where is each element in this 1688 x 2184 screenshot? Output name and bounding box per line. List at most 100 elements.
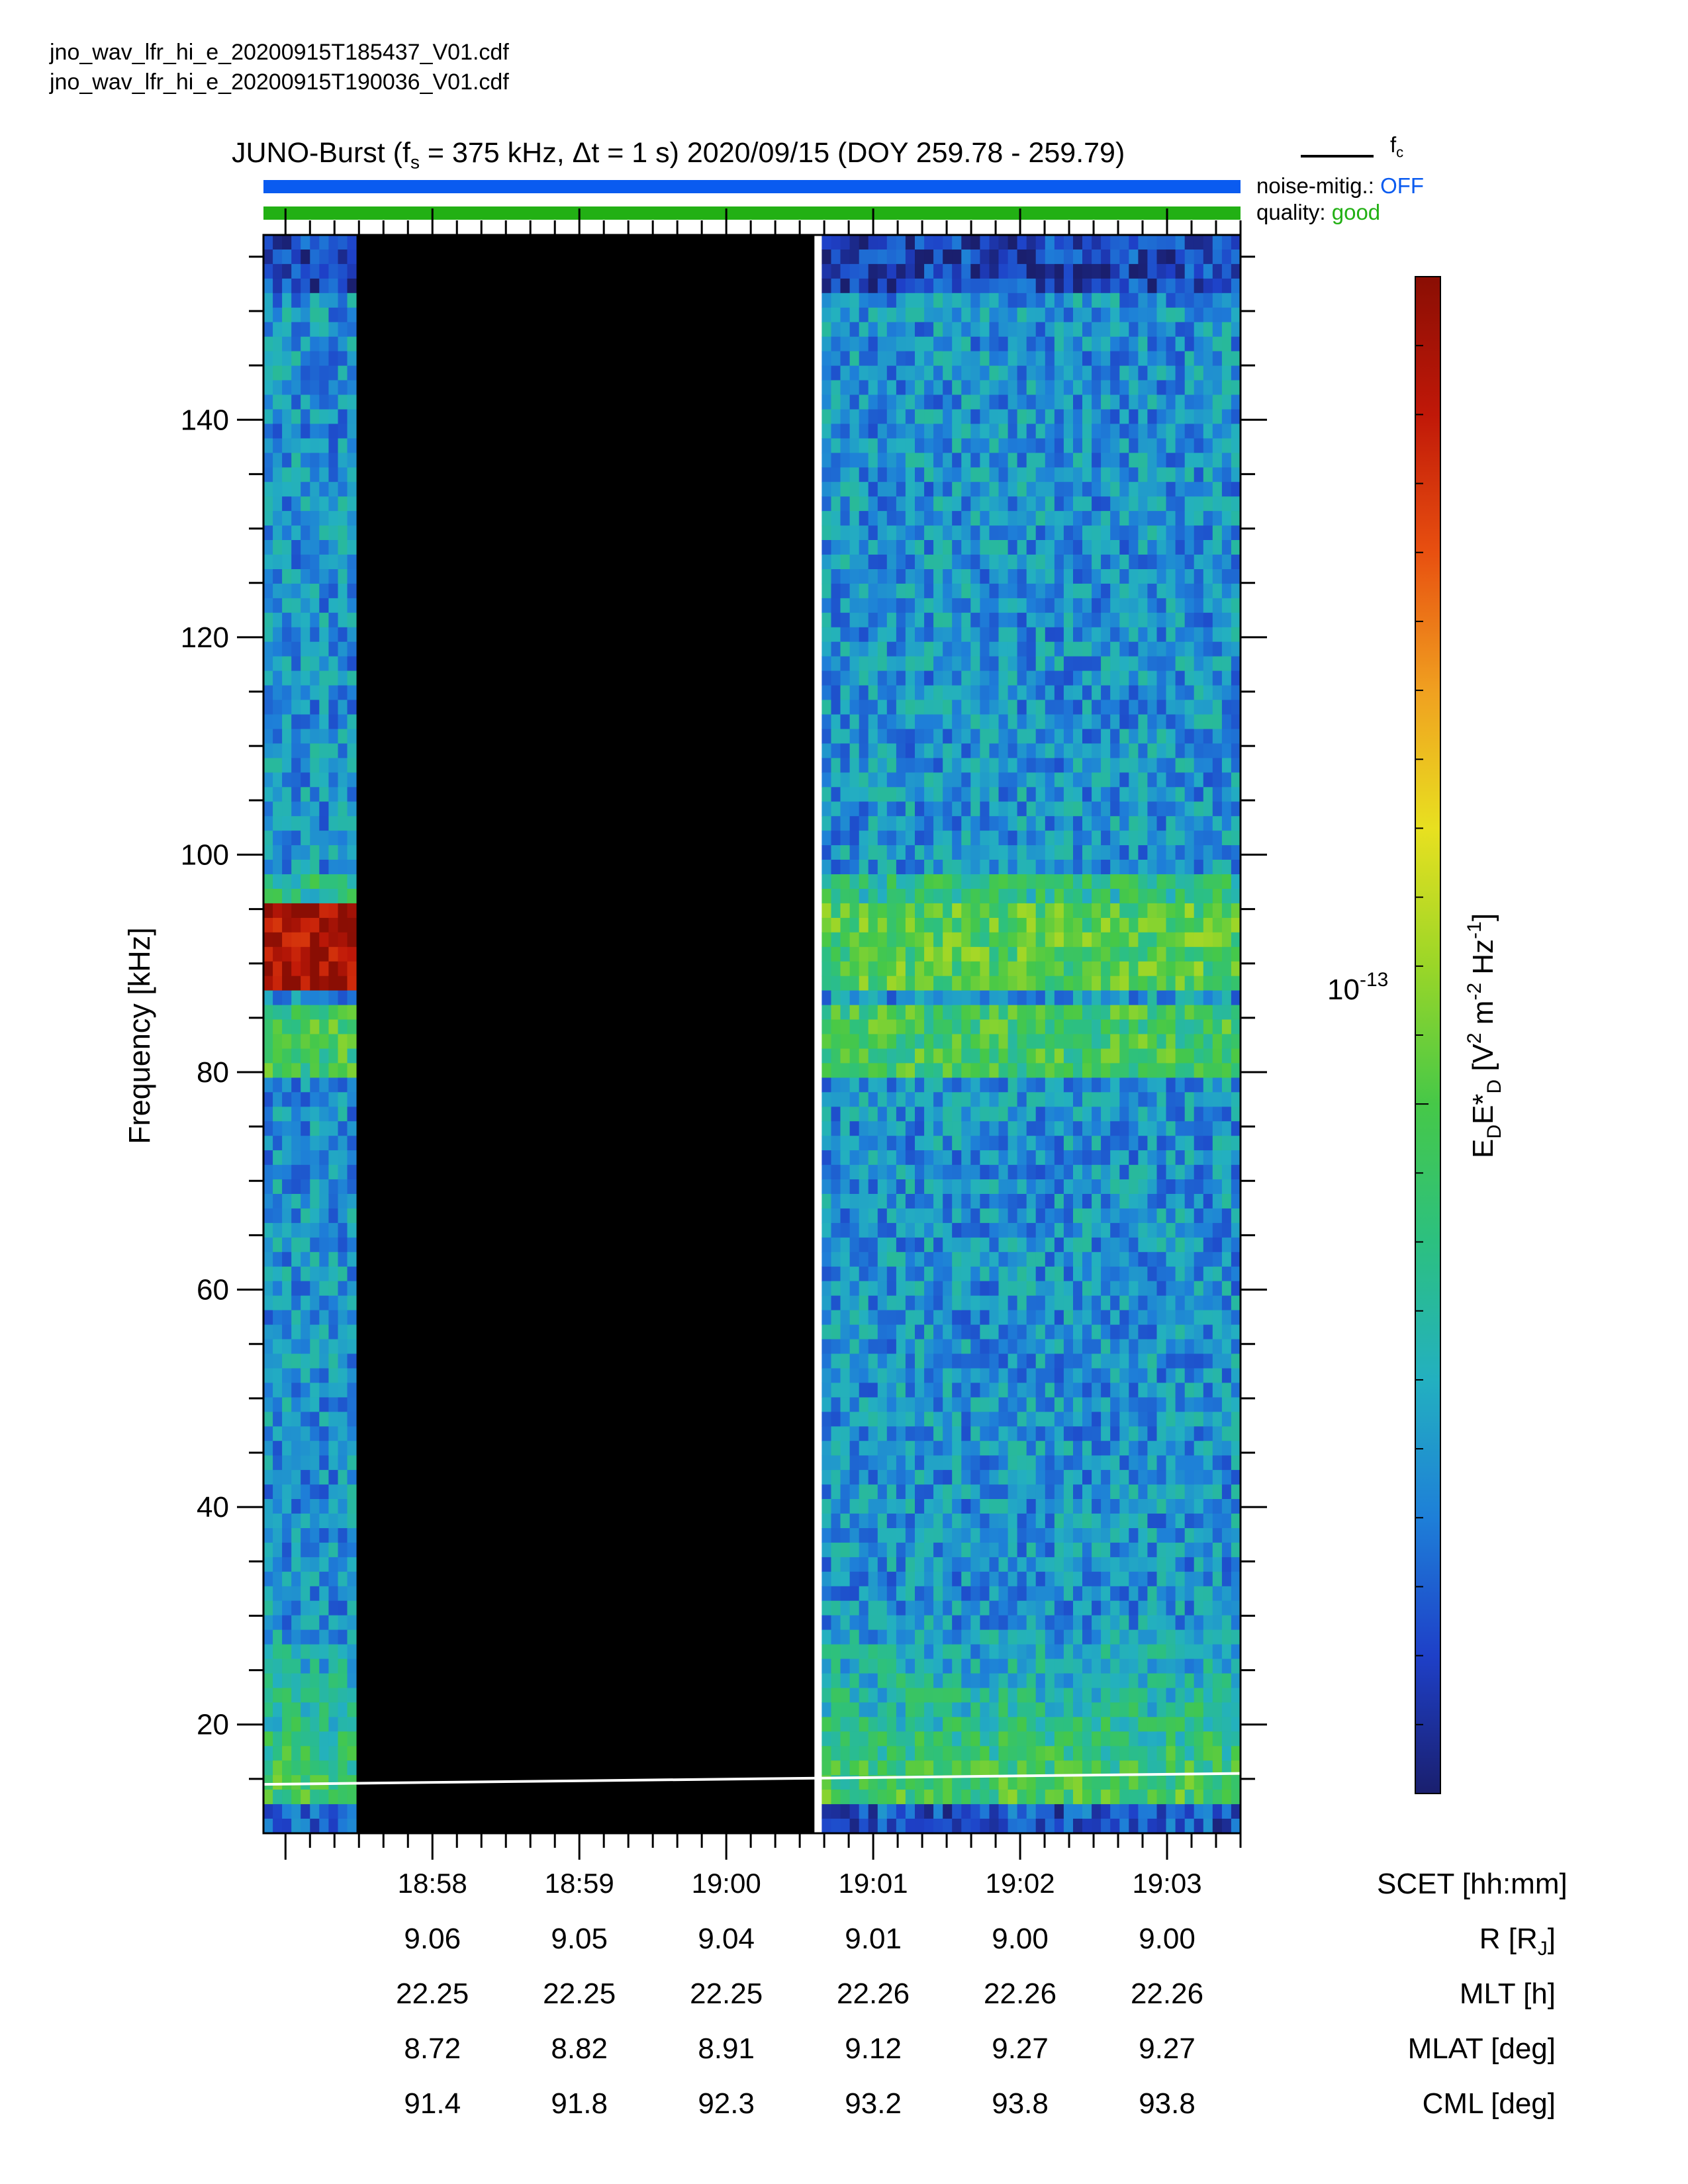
spectrogram-cell xyxy=(1073,1615,1083,1631)
spectrogram-cell xyxy=(840,1107,851,1122)
spectrogram-cell xyxy=(291,700,301,715)
spectrogram-cell xyxy=(998,685,1009,701)
spectrogram-cell xyxy=(877,293,888,308)
spectrogram-cell xyxy=(282,467,292,482)
spectrogram-cell xyxy=(347,336,357,352)
spectrogram-cell xyxy=(1035,1266,1046,1282)
spectrogram-cell xyxy=(1119,743,1129,758)
spectrogram-cell xyxy=(1092,1775,1102,1790)
spectrogram-cell xyxy=(1129,583,1139,599)
spectrogram-cell xyxy=(924,1644,934,1660)
spectrogram-cell xyxy=(989,917,1000,933)
spectrogram-cell xyxy=(831,1179,841,1195)
spectrogram-cell xyxy=(961,235,971,250)
spectrogram-cell xyxy=(1073,293,1083,308)
spectrogram-cell xyxy=(1101,1179,1111,1195)
spectrogram-cell xyxy=(943,540,953,555)
spectrogram-cell xyxy=(273,612,283,628)
spectrogram-cell xyxy=(961,1702,971,1717)
spectrogram-cell xyxy=(980,772,990,788)
spectrogram-cell xyxy=(989,525,1000,541)
spectrogram-cell xyxy=(952,1426,962,1441)
spectrogram-cell xyxy=(1082,1673,1092,1689)
spectrogram-cell xyxy=(319,845,329,860)
spectrogram-cell xyxy=(282,903,292,919)
spectrogram-cell xyxy=(310,250,320,265)
spectrogram-cell xyxy=(868,525,878,541)
spectrogram-cell xyxy=(1082,1441,1092,1456)
spectrogram-cell xyxy=(915,1673,925,1689)
spectrogram-cell xyxy=(328,1760,339,1776)
spectrogram-cell xyxy=(970,453,980,468)
spectrogram-cell xyxy=(301,1659,310,1674)
spectrogram-cell xyxy=(1110,1136,1120,1151)
spectrogram-cell xyxy=(328,351,339,367)
spectrogram-cell xyxy=(886,1237,897,1253)
fc-legend-label: fc xyxy=(1390,132,1404,161)
spectrogram-cell xyxy=(319,1295,329,1311)
spectrogram-cell xyxy=(319,1514,329,1529)
spectrogram-cell xyxy=(970,555,980,570)
spectrogram-cell xyxy=(1147,656,1158,672)
spectrogram-cell xyxy=(282,1819,292,1834)
spectrogram-cell xyxy=(1063,889,1074,904)
spectrogram-cell xyxy=(347,758,357,773)
spectrogram-cell xyxy=(282,1441,292,1456)
spectrogram-cell xyxy=(310,1121,320,1136)
spectrogram-cell xyxy=(273,831,283,846)
spectrogram-cell xyxy=(310,1310,320,1326)
spectrogram-cell xyxy=(859,1528,869,1543)
spectrogram-cell xyxy=(961,1673,971,1689)
spectrogram-cell xyxy=(980,1063,990,1078)
spectrogram-cell xyxy=(1063,1179,1074,1195)
spectrogram-cell xyxy=(1110,787,1120,802)
spectrogram-cell xyxy=(1063,612,1074,628)
spectrogram-cell xyxy=(1026,1266,1037,1282)
spectrogram-cell xyxy=(1054,831,1064,846)
spectrogram-cell xyxy=(952,1063,962,1078)
spectrogram-cell xyxy=(291,1644,301,1660)
spectrogram-cell xyxy=(1054,627,1064,643)
spectrogram-cell xyxy=(1045,322,1055,338)
spectrogram-cell xyxy=(263,1295,273,1311)
spectrogram-cell xyxy=(886,1150,897,1165)
spectrogram-cell xyxy=(263,1819,273,1834)
spectrogram-cell xyxy=(1110,380,1120,396)
spectrogram-cell xyxy=(943,1150,953,1165)
spectrogram-cell xyxy=(282,860,292,875)
spectrogram-cell xyxy=(859,1121,869,1136)
spectrogram-cell xyxy=(1092,1324,1102,1340)
spectrogram-cell xyxy=(1082,1281,1092,1297)
spectrogram-cell xyxy=(998,1295,1009,1311)
spectrogram-cell xyxy=(924,453,934,468)
spectrogram-cell xyxy=(1082,831,1092,846)
spectrogram-cell xyxy=(301,1484,310,1500)
spectrogram-cell xyxy=(933,1441,943,1456)
spectrogram-cell xyxy=(1138,263,1149,279)
spectrogram-cell xyxy=(952,743,962,758)
spectrogram-cell xyxy=(877,1019,888,1035)
spectrogram-cell xyxy=(1110,1702,1120,1717)
spectrogram-cell xyxy=(310,1528,320,1543)
spectrogram-cell xyxy=(1129,860,1139,875)
spectrogram-cell xyxy=(868,453,878,468)
spectrogram-cell xyxy=(1017,1368,1027,1384)
spectrogram-cell xyxy=(849,758,860,773)
spectrogram-cell xyxy=(821,801,832,817)
spectrogram-cell xyxy=(859,555,869,570)
spectrogram-cell xyxy=(859,1514,869,1529)
spectrogram-cell xyxy=(1054,990,1064,1006)
spectrogram-cell xyxy=(1110,1077,1120,1093)
spectrogram-cell xyxy=(1101,1339,1111,1355)
spectrogram-cell xyxy=(905,278,915,294)
spectrogram-cell xyxy=(301,235,310,250)
spectrogram-cell xyxy=(1017,1295,1027,1311)
spectrogram-cell xyxy=(998,1499,1009,1514)
spectrogram-cell xyxy=(1092,278,1102,294)
spectrogram-cell xyxy=(1054,1179,1064,1195)
spectrogram-cell xyxy=(961,1222,971,1238)
spectrogram-cell xyxy=(1045,1383,1055,1398)
spectrogram-cell xyxy=(1110,1208,1120,1224)
spectrogram-cell xyxy=(1045,1063,1055,1078)
spectrogram-cell xyxy=(1082,1121,1092,1136)
